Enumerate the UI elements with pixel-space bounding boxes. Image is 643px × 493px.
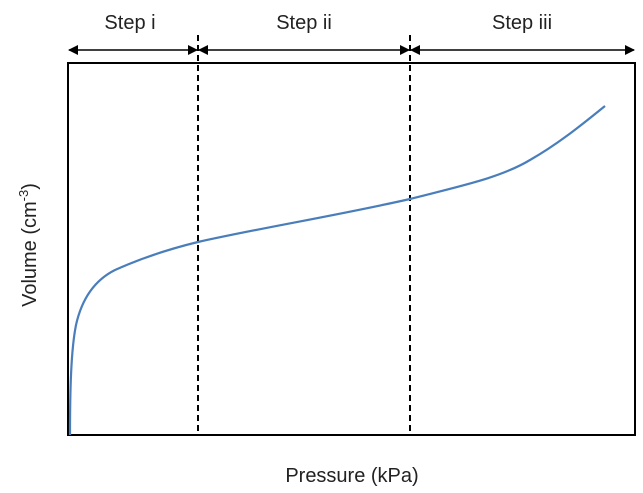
x-axis-label: Pressure (kPa)	[285, 465, 418, 487]
step-label: Step ii	[276, 12, 332, 34]
y-axis-label-text: Volume (cm	[19, 201, 41, 307]
step-label: Step iii	[492, 12, 552, 34]
step-label: Step i	[104, 12, 155, 34]
plot-frame	[67, 62, 636, 436]
y-axis-label: Volume (cm-3)	[16, 183, 41, 307]
y-axis-label-superscript: -3	[16, 190, 31, 202]
isotherm-curve	[68, 105, 606, 436]
y-axis-label-suffix: )	[19, 183, 41, 190]
